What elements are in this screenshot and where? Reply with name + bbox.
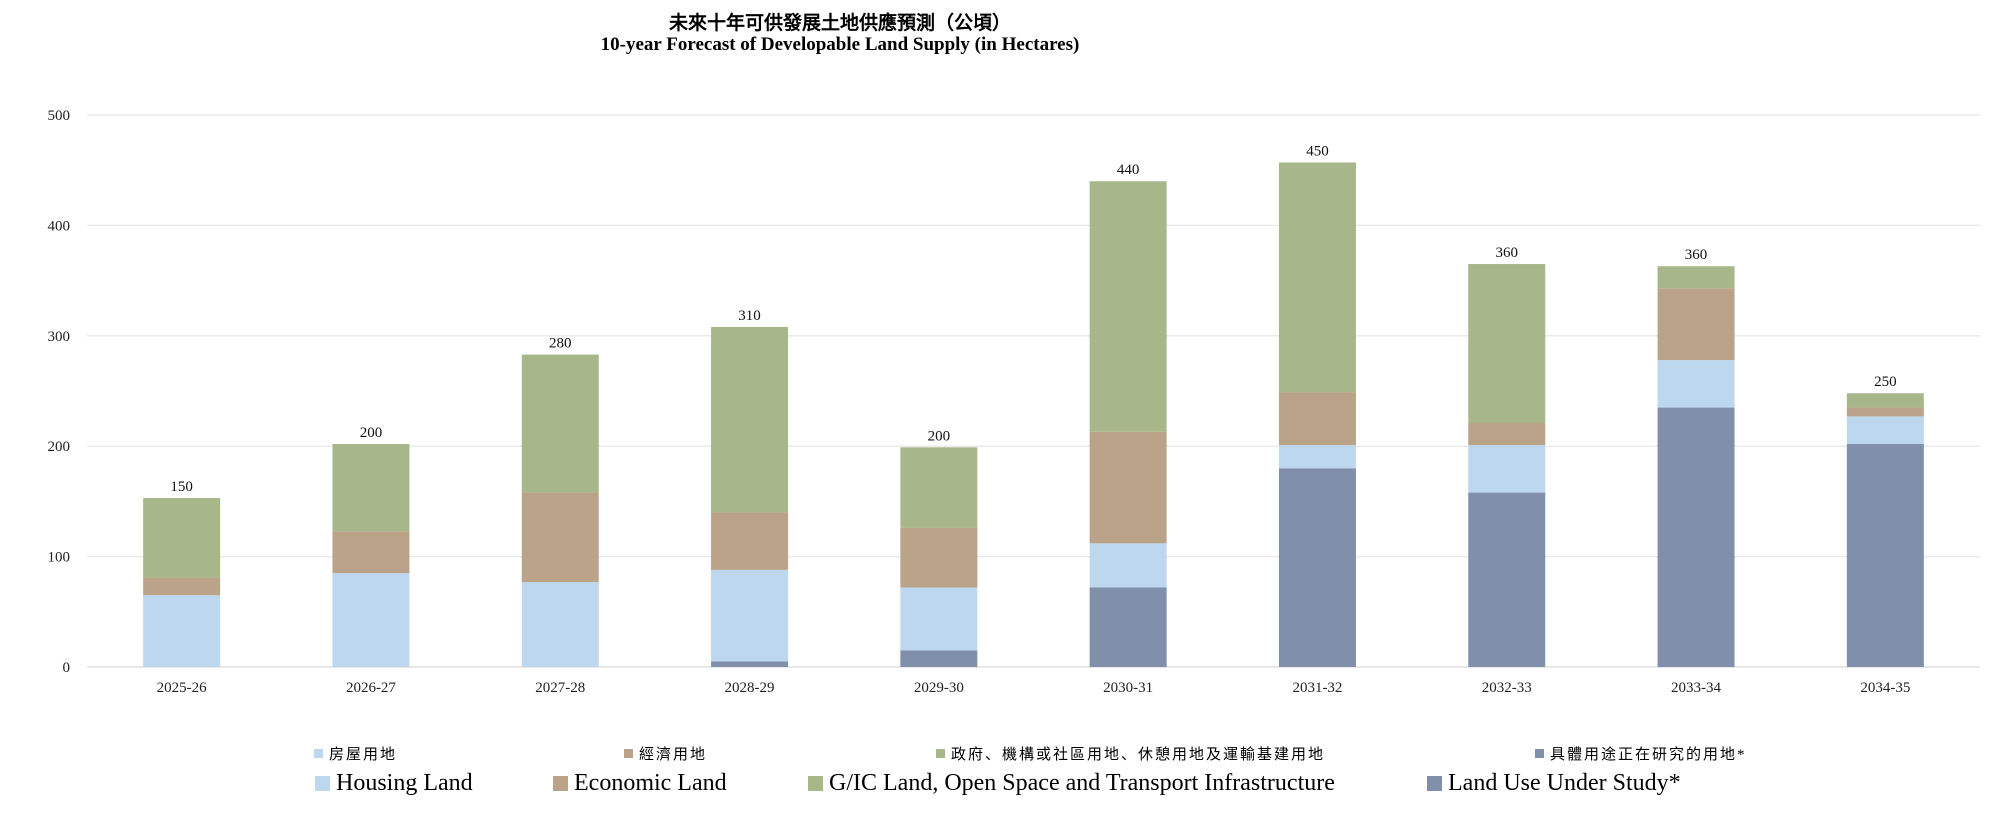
bar-segment [1278,162,1356,393]
chart-title: 10-year Forecast of Developable Land Sup… [600,34,1080,55]
legend-label: Housing Land [336,770,473,796]
bar-segment [1846,443,1924,667]
total-data-label: 200 [360,425,383,441]
legend-item: 房屋用地 [314,743,397,764]
y-tick-label: 200 [48,439,71,455]
bar-segment [1089,181,1167,432]
bar-segment [1468,445,1546,493]
y-tick-label: 500 [48,108,71,124]
bar-segment [1278,445,1356,469]
bar-segment [900,447,978,528]
bar-segment [1089,431,1167,544]
legend-item: Land Use Under Study* [1427,770,1681,797]
legend-swatch [1535,749,1544,758]
chart-title-zh: 未來十年可供發展土地供應預測（公頃） [668,13,1011,34]
bar-segment [1657,266,1735,289]
bar-segment [900,587,978,651]
total-data-label: 440 [1117,162,1140,178]
bar-segment [711,326,789,513]
bar-segment [900,527,978,588]
total-data-label: 360 [1685,247,1708,263]
x-tick-label: 2026-27 [346,680,396,696]
bar-segment [332,443,410,532]
bar-segment [1657,360,1735,408]
bar-segment [143,595,221,667]
legend-item: 政府、機構或社區用地、休憩用地及運輸基建用地 [936,743,1325,764]
bar-segment [1468,264,1546,424]
x-tick-label: 2029-30 [914,680,964,696]
bar-segment [521,354,599,493]
legend-swatch [553,776,568,791]
bar-segment [900,650,978,667]
total-data-label: 450 [1306,143,1329,159]
total-data-label: 280 [549,336,572,352]
bar-segment [711,661,789,667]
x-tick-label: 2027-28 [535,680,585,696]
x-tick-label: 2034-35 [1860,680,1910,696]
bar-segment [1657,407,1735,667]
bar-segment [143,498,221,578]
bar-segment [1278,392,1356,446]
legend-swatch [624,749,633,758]
legend-label: G/IC Land, Open Space and Transport Infr… [829,770,1335,796]
bar-segment [1846,393,1924,408]
legend-item: 具體用途正在研究的用地* [1535,743,1747,764]
bar-segment [1468,492,1546,667]
x-tick-label: 2030-31 [1103,680,1153,696]
bar-segment [1657,288,1735,361]
total-data-label: 310 [738,308,761,324]
y-tick-label: 300 [48,329,71,345]
legend-item: Economic Land [553,770,727,797]
total-data-label: 150 [170,479,193,495]
x-tick-label: 2025-26 [157,680,207,696]
legend-swatch [315,776,330,791]
legend-item: Housing Land [315,770,473,797]
legend-label: 具體用途正在研究的用地* [1550,747,1747,763]
bar-segment [1846,416,1924,444]
bar-segment [1468,423,1546,446]
plot-area: 0 100 200 300 400 500 150 2025-26 200 2026-27 280 2… [48,108,1980,696]
legend-label: 經濟用地 [639,747,708,763]
legend-item: 經濟用地 [624,743,707,764]
bar-segment [332,531,410,574]
total-data-label: 250 [1874,374,1897,390]
y-tick-label: 100 [48,550,71,566]
bar-segment [1278,468,1356,667]
legend-label: 政府、機構或社區用地、休憩用地及運輸基建用地 [951,747,1326,763]
bar-segment [521,492,599,582]
legend-label: 房屋用地 [329,747,398,763]
bar-segment [711,512,789,570]
bar-segment [332,573,410,667]
x-tick-label: 2032-33 [1482,680,1532,696]
legend-swatch [1427,776,1442,791]
x-tick-label: 2028-29 [725,680,775,696]
legend-swatch [314,749,323,758]
y-tick-label: 400 [48,218,71,234]
bar-segment [143,577,221,596]
bar-segment [1846,407,1924,417]
legend-label: Land Use Under Study* [1448,770,1681,796]
bar-segment [711,569,789,662]
x-tick-label: 2031-32 [1292,680,1342,696]
legend-item: G/IC Land, Open Space and Transport Infr… [808,770,1335,797]
bar-segment [1089,543,1167,588]
legend-label: Economic Land [574,770,727,796]
bar-segment [521,581,599,667]
legend-swatch [808,776,823,791]
y-tick-label: 0 [63,660,71,676]
legend-swatch [936,749,945,758]
bar-segment [1089,587,1167,667]
total-data-label: 200 [928,428,951,444]
total-data-label: 360 [1496,245,1519,261]
x-tick-label: 2033-34 [1671,680,1721,696]
